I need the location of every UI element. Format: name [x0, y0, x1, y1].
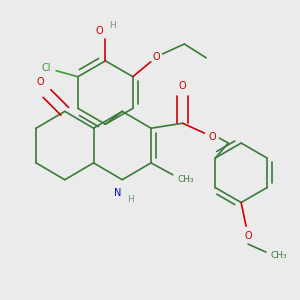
Text: O: O [208, 132, 216, 142]
Text: O: O [36, 76, 44, 87]
Text: O: O [96, 26, 103, 36]
Text: O: O [244, 231, 252, 241]
Text: H: H [109, 21, 116, 30]
Text: CH₃: CH₃ [271, 250, 287, 260]
Text: H: H [127, 195, 134, 204]
Text: O: O [153, 52, 160, 62]
Text: N: N [114, 188, 121, 198]
Text: O: O [179, 81, 187, 91]
Text: Cl: Cl [41, 63, 51, 73]
Text: CH₃: CH₃ [177, 175, 194, 184]
